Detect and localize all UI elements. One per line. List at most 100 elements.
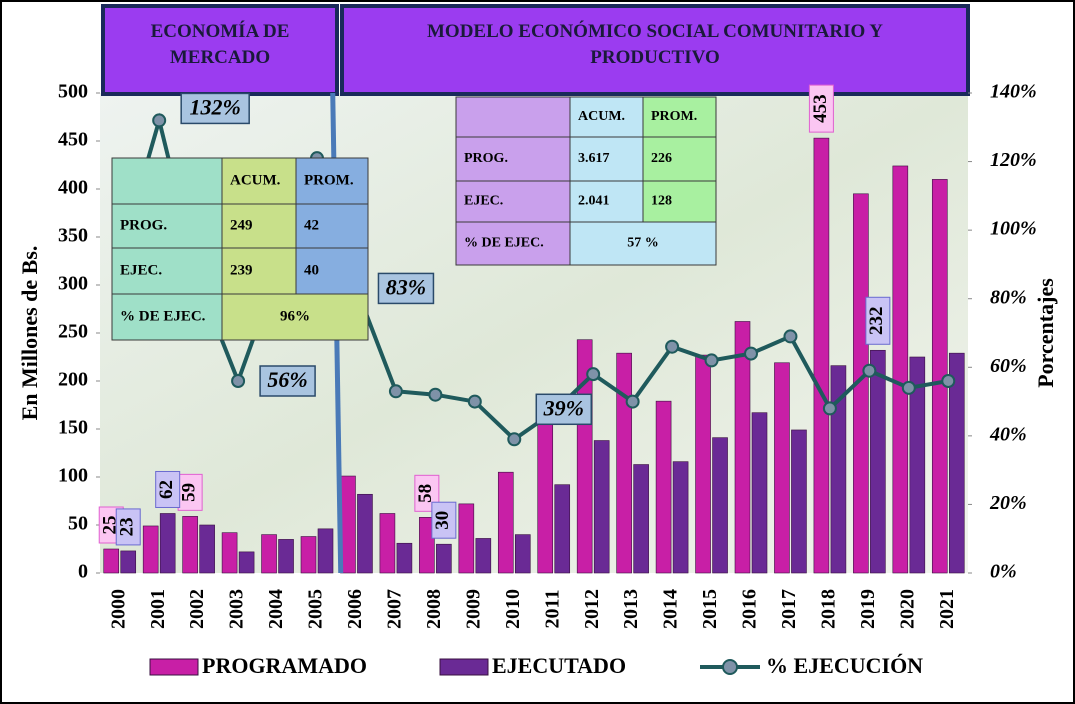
bar <box>497 471 514 574</box>
bar <box>734 321 751 574</box>
x-tick-label: 2008 <box>423 589 445 629</box>
x-tick-label: 2017 <box>778 589 800 629</box>
bar <box>616 352 632 574</box>
data-label-box <box>535 393 593 426</box>
y-tick-label: 250 <box>58 321 88 343</box>
bar <box>419 517 435 574</box>
y-tick-label: 500 <box>58 81 88 103</box>
table-cell <box>111 157 223 205</box>
summary-table: ACUM. PROM. PROG. 3.617 226 EJEC. 2.041 128 % DE… <box>455 96 717 266</box>
bar <box>317 528 334 574</box>
x-tick-label: 2002 <box>186 589 208 629</box>
bar <box>396 542 413 574</box>
table-text: PROG. <box>120 217 167 233</box>
data-label-box <box>377 272 435 305</box>
marker <box>152 113 167 128</box>
x-tick-label: 2019 <box>857 589 879 629</box>
bar <box>813 137 830 574</box>
table-text: 40 <box>304 262 319 278</box>
data-label: 453 <box>810 94 831 123</box>
x-tick-label: 2015 <box>699 589 721 629</box>
table-text: PROM. <box>651 109 697 124</box>
data-label: 56% <box>267 367 307 392</box>
table-cell <box>455 96 571 138</box>
table-text: 2.041 <box>578 194 610 209</box>
table-text: EJEC. <box>120 262 162 278</box>
table-text: 249 <box>230 217 253 233</box>
bar <box>182 516 198 574</box>
bar <box>159 513 176 574</box>
data-label-box <box>865 296 891 345</box>
table-text: 128 <box>651 194 672 209</box>
table-cell <box>295 203 369 249</box>
marker <box>941 374 956 388</box>
bar <box>142 525 159 574</box>
table-cell <box>295 157 369 205</box>
bar <box>909 356 926 574</box>
y2-tick-label: 40% <box>989 423 1027 445</box>
table-cell <box>455 221 571 266</box>
data-label: 25 <box>100 516 121 535</box>
table-text: 42 <box>304 217 319 233</box>
summary-table: ACUM. PROM. PROG. 249 42 EJEC. 239 40 % DE EJEC.… <box>111 157 369 341</box>
legend-swatch <box>439 658 489 676</box>
period-header-text: ECONOMÍA DE MERCADO <box>151 20 290 68</box>
y2-tick-label: 100% <box>990 218 1037 240</box>
x-tick-label: 2006 <box>344 589 366 629</box>
period-header <box>340 4 970 96</box>
y2-tick-label: 120% <box>990 149 1037 171</box>
x-tick-label: 2014 <box>660 589 682 629</box>
table-cell <box>455 180 571 223</box>
x-tick-label: 2007 <box>384 589 406 629</box>
data-label-box <box>155 470 181 508</box>
x-tick-label: 2012 <box>581 589 603 629</box>
x-tick-label: 2011 <box>541 590 563 629</box>
table-cell <box>221 247 297 295</box>
bar <box>514 534 531 574</box>
x-tick-label: 2004 <box>265 589 287 629</box>
y-tick-label: 50 <box>68 513 88 535</box>
bar <box>120 550 137 574</box>
y2-tick-label: 0% <box>990 561 1017 583</box>
data-label: 62 <box>156 480 177 499</box>
marker <box>665 339 680 354</box>
y2-axis-title: Porcentajes <box>1033 278 1058 388</box>
bar <box>554 484 571 574</box>
y-tick-label: 350 <box>58 225 88 247</box>
table-cell <box>221 203 297 249</box>
table-cell <box>111 203 223 249</box>
data-label: 58 <box>415 484 436 503</box>
data-label-box <box>259 365 316 397</box>
table-text: PROM. <box>304 172 354 188</box>
data-label: 132% <box>190 94 241 119</box>
x-tick-label: 2016 <box>739 589 761 629</box>
bar <box>238 551 255 574</box>
marker <box>428 387 443 402</box>
y2-tick-label: 140% <box>990 81 1037 103</box>
marker <box>901 380 916 395</box>
table-text: 226 <box>651 151 672 166</box>
data-label-box <box>180 92 250 125</box>
marker <box>231 374 246 388</box>
y2-tick-label: 60% <box>990 355 1027 377</box>
bar <box>870 349 886 574</box>
table-cell <box>455 136 571 182</box>
marker <box>822 401 837 416</box>
x-tick-label: 2000 <box>107 589 129 629</box>
y-tick-label: 100 <box>58 465 88 487</box>
marker <box>704 353 719 368</box>
y2-tick-label: 80% <box>990 286 1027 308</box>
table-text: 239 <box>230 262 253 278</box>
bar <box>300 536 317 574</box>
legend-swatch <box>149 658 199 676</box>
bar <box>712 437 728 574</box>
bar <box>655 400 672 574</box>
y-tick-label: 300 <box>58 273 88 295</box>
y-tick-label: 200 <box>58 369 88 391</box>
x-tick-label: 2021 <box>936 589 958 629</box>
bar <box>103 548 120 574</box>
table-cell <box>111 247 223 295</box>
table-text: PROG. <box>464 151 508 166</box>
x-tick-label: 2013 <box>620 589 642 629</box>
